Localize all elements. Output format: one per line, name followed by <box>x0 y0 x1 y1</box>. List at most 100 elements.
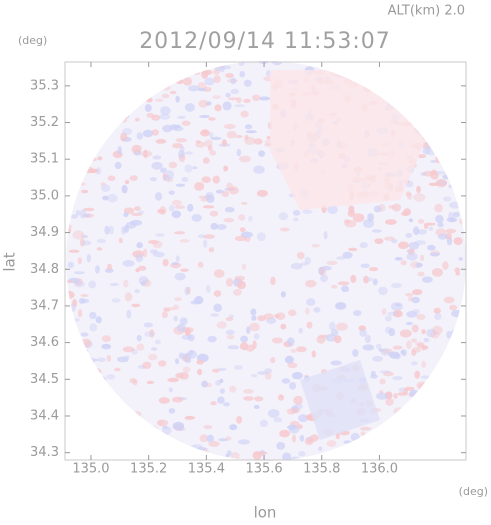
echo-cell <box>305 279 317 288</box>
echo-cell <box>394 353 401 360</box>
echo-cell <box>450 422 462 428</box>
echo-cell <box>434 105 443 112</box>
echo-cell <box>287 337 295 347</box>
echo-cell <box>296 346 307 353</box>
echo-cell <box>168 190 175 195</box>
echo-cell <box>408 242 420 250</box>
echo-cell <box>175 78 184 85</box>
echo-cell <box>227 97 239 101</box>
echo-cell <box>362 344 375 351</box>
echo-cell <box>457 313 466 322</box>
echo-cell <box>143 322 153 328</box>
echo-cell <box>221 190 229 198</box>
echo-cell <box>188 85 200 92</box>
echo-cell <box>277 394 285 401</box>
echo-cell <box>452 181 464 188</box>
echo-cell <box>230 451 240 461</box>
echo-cell <box>121 226 126 235</box>
echo-cell <box>279 395 284 399</box>
echo-cell <box>228 314 235 319</box>
echo-cell <box>274 314 280 318</box>
echo-cell <box>81 405 94 411</box>
echo-cell <box>250 374 258 378</box>
echo-cell <box>442 261 449 270</box>
echo-cell <box>76 436 88 445</box>
echo-cell <box>201 176 211 184</box>
echo-cell <box>400 441 411 448</box>
echo-cell <box>126 102 133 109</box>
echo-cell <box>364 76 370 84</box>
echo-cell <box>439 116 450 123</box>
echo-cell <box>413 75 418 81</box>
echo-cell <box>426 328 437 338</box>
echo-cell <box>239 227 246 233</box>
echo-cell <box>420 375 430 380</box>
echo-cell <box>226 130 237 139</box>
echo-cell <box>284 355 294 364</box>
echo-cell <box>79 171 84 179</box>
echo-cell <box>422 394 428 399</box>
echo-cell <box>135 268 140 273</box>
echo-cell <box>435 155 442 164</box>
echo-cell <box>114 449 127 456</box>
echo-cell <box>149 177 157 182</box>
echo-cell <box>298 327 304 334</box>
echo-cell <box>131 212 143 217</box>
echo-cell <box>114 367 121 372</box>
echo-cell <box>446 331 452 339</box>
echo-cell <box>455 164 464 170</box>
echo-cell <box>118 443 124 448</box>
echo-cell <box>170 62 179 69</box>
echo-cell <box>448 364 457 371</box>
echo-cell <box>158 360 167 367</box>
echo-cell <box>326 260 338 266</box>
echo-cell <box>219 388 225 394</box>
echo-cell <box>254 396 264 402</box>
y-tick-label: 34.7 <box>30 298 59 313</box>
echo-cell <box>414 240 426 246</box>
echo-cell <box>194 296 204 305</box>
echo-cell <box>81 338 92 348</box>
echo-cell <box>313 307 321 313</box>
echo-cell <box>417 343 424 349</box>
echo-cell <box>249 322 260 332</box>
echo-cell <box>359 329 367 337</box>
y-tick-label: 34.3 <box>30 445 59 460</box>
echo-cell <box>173 304 179 311</box>
echo-cell <box>423 223 429 229</box>
echo-cell <box>85 418 98 428</box>
echo-cell <box>109 282 120 287</box>
echo-cell <box>364 334 371 344</box>
echo-cell <box>206 434 214 443</box>
echo-cell <box>417 415 427 423</box>
echo-cell <box>171 200 182 206</box>
echo-cell <box>75 357 82 364</box>
echo-cell <box>236 416 243 424</box>
echo-cell <box>292 434 296 443</box>
echo-cell <box>96 238 107 244</box>
echo-cell <box>453 155 459 163</box>
echo-cell <box>287 424 298 430</box>
echo-cell <box>392 376 403 381</box>
echo-cell <box>406 311 418 318</box>
echo-cell <box>233 365 243 370</box>
echo-cell <box>179 352 184 358</box>
echo-cell <box>287 362 298 369</box>
echo-cell <box>226 182 233 191</box>
echo-cell <box>459 217 466 225</box>
echo-cell <box>425 395 430 400</box>
echo-cell <box>182 450 193 456</box>
echo-cell <box>405 83 416 90</box>
echo-cell <box>168 387 174 393</box>
echo-cell <box>101 335 112 342</box>
echo-cell <box>358 61 367 65</box>
echo-cell <box>446 79 455 87</box>
echo-cell <box>364 61 370 67</box>
echo-cell <box>393 393 398 399</box>
echo-cell <box>210 222 219 230</box>
echo-cell <box>168 161 178 169</box>
echo-cell <box>318 61 328 66</box>
echo-cell <box>210 401 217 406</box>
echo-cell <box>385 219 397 225</box>
echo-cell <box>406 340 412 350</box>
